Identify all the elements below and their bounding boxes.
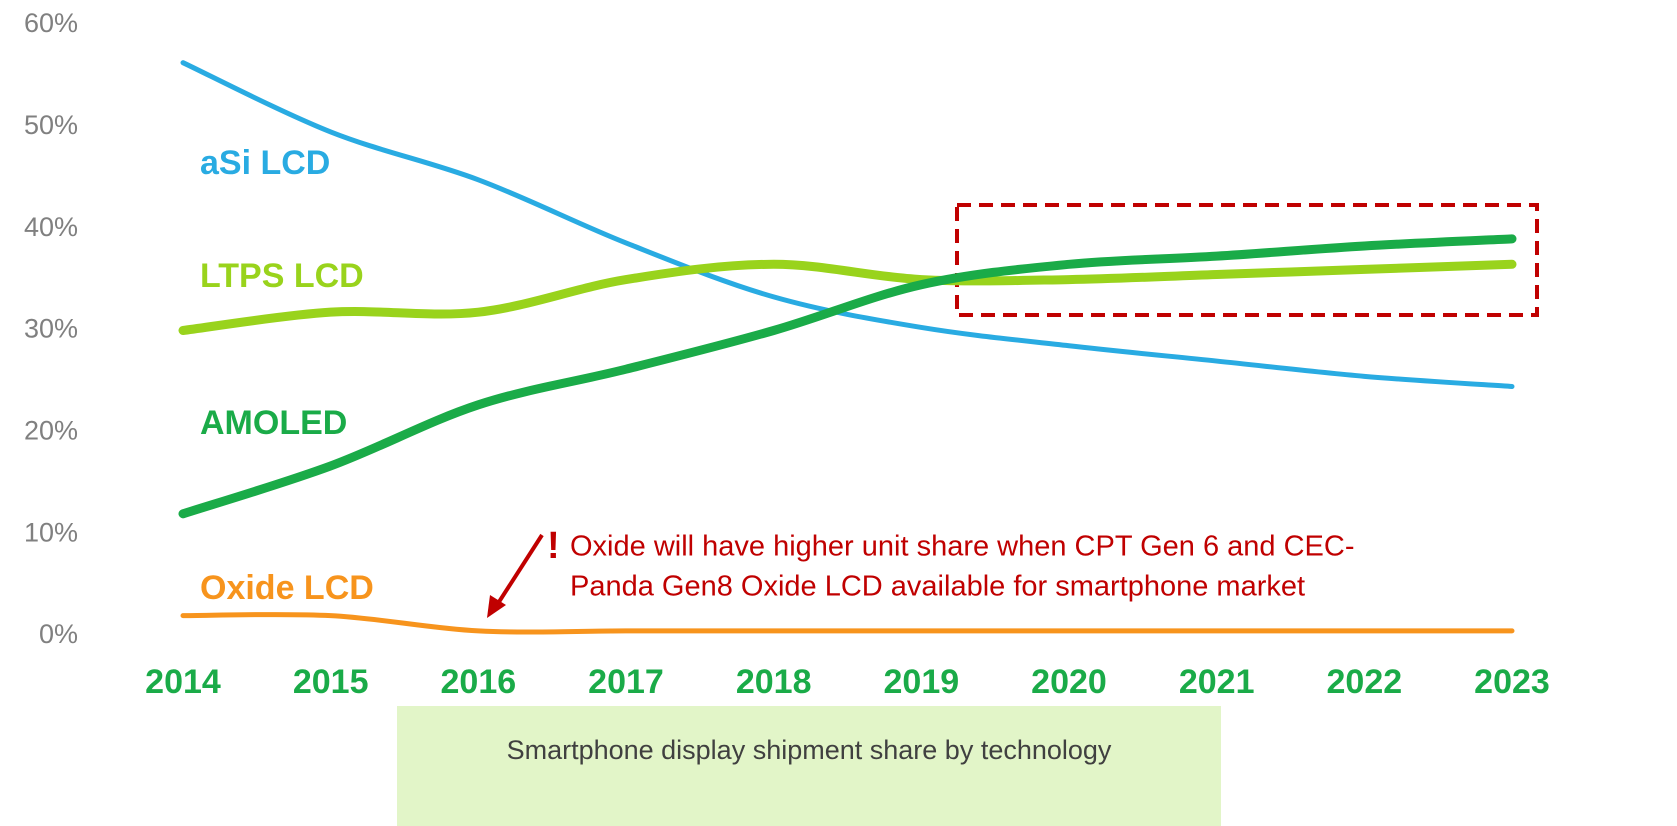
y-tick-label: 10% <box>24 517 78 547</box>
series-label: LTPS LCD <box>200 257 364 295</box>
x-tick-label: 2019 <box>884 663 960 701</box>
x-tick-label: 2021 <box>1179 663 1255 701</box>
x-tick-label: 2018 <box>736 663 812 701</box>
annotation-mark: ! <box>547 525 560 567</box>
y-tick-label: 30% <box>24 314 78 344</box>
caption-box <box>397 706 1221 826</box>
x-tick-label: 2017 <box>588 663 664 701</box>
y-tick-label: 40% <box>24 212 78 242</box>
highlight-box <box>955 203 1539 317</box>
series-line <box>180 60 1515 390</box>
x-tick-label: 2014 <box>145 663 221 701</box>
x-tick-label: 2020 <box>1031 663 1107 701</box>
x-tick-label: 2023 <box>1474 663 1550 701</box>
series-line <box>178 234 1517 519</box>
x-tick-label: 2015 <box>293 663 369 701</box>
y-tick-label: 0% <box>39 619 78 649</box>
series-line <box>180 612 1515 635</box>
series-line <box>178 259 1517 335</box>
y-tick-label: 60% <box>24 8 78 38</box>
x-tick-label: 2022 <box>1327 663 1403 701</box>
arrow <box>487 533 544 618</box>
y-tick-label: 20% <box>24 415 78 445</box>
series-label: AMOLED <box>200 404 347 442</box>
caption: Smartphone display shipment share by tec… <box>507 735 1112 765</box>
annotation-line: Panda Gen8 Oxide LCD available for smart… <box>570 571 1305 603</box>
y-tick-label: 50% <box>24 110 78 140</box>
x-tick-label: 2016 <box>441 663 517 701</box>
series-label: Oxide LCD <box>200 569 374 607</box>
annotation-line: Oxide will have higher unit share when C… <box>570 531 1354 563</box>
series-label: aSi LCD <box>200 144 330 182</box>
